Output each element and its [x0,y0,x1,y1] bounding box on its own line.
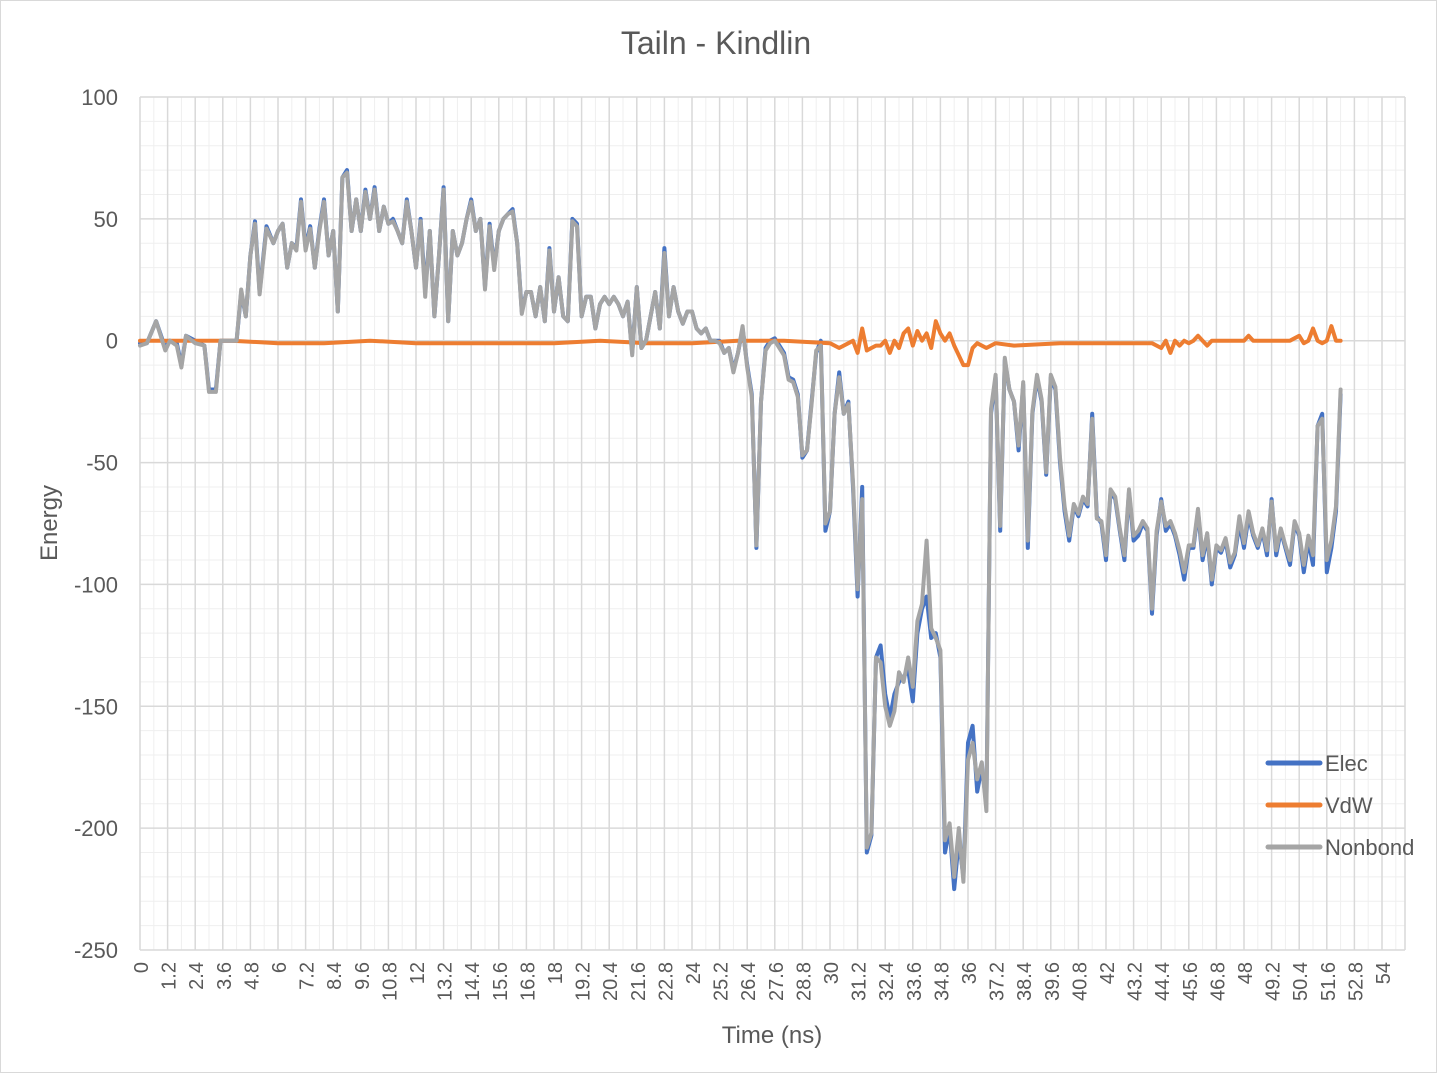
x-tick-label: 14.4 [462,962,484,1001]
x-tick-label: 26.4 [738,962,760,1001]
x-tick-label: 1.2 [159,962,181,990]
x-tick-label: 54 [1373,962,1395,984]
y-tick-label: 50 [94,207,118,232]
x-tick-label: 46.8 [1207,962,1229,1001]
x-tick-label: 49.2 [1263,962,1285,1001]
y-tick-label: -200 [74,816,118,841]
x-axis-label: Time (ns) [722,1022,822,1049]
x-tick-label: 12 [407,962,429,984]
y-axis-label: Energy [36,485,63,561]
x-tick-label: 25.2 [711,962,733,1001]
x-tick-label: 13.2 [435,962,457,1001]
y-axis-tick-labels: 100 50 0 -50 -100 -150 -200 -250 [74,85,118,963]
x-tick-label: 21.6 [628,962,650,1001]
x-tick-label: 43.2 [1125,962,1147,1001]
legend: Elec VdW Nonbond [1265,751,1414,860]
x-tick-label: 0 [131,962,153,973]
x-tick-label: 32.4 [876,962,898,1001]
x-tick-label: 9.6 [352,962,374,990]
chart-title: Tailn - Kindlin [621,25,811,61]
x-tick-label: 2.4 [186,962,208,990]
x-tick-label: 50.4 [1290,962,1312,1001]
legend-label-nonbond: Nonbond [1325,835,1414,860]
y-tick-label: 100 [81,85,118,110]
x-tick-label: 45.6 [1180,962,1202,1001]
x-tick-label: 52.8 [1345,962,1367,1001]
x-tick-label: 20.4 [600,962,622,1001]
x-tick-label: 36 [959,962,981,984]
x-tick-label: 33.6 [904,962,926,1001]
series-line-nonbond [138,170,1343,884]
legend-label-vdw: VdW [1325,793,1373,818]
x-tick-label: 16.8 [517,962,539,1001]
y-tick-label: 0 [106,329,118,354]
x-tick-label: 44.4 [1152,962,1174,1001]
x-tick-label: 31.2 [849,962,871,1001]
x-tick-label: 24 [683,962,705,984]
legend-label-elec: Elec [1325,751,1368,776]
x-tick-label: 34.8 [931,962,953,1001]
x-tick-label: 27.6 [766,962,788,1001]
x-tick-label: 3.6 [214,962,236,990]
y-tick-label: -150 [74,694,118,719]
x-tick-label: 7.2 [297,962,319,990]
x-tick-label: 15.6 [490,962,512,1001]
x-tick-label: 18 [545,962,567,984]
x-tick-label: 30 [821,962,843,984]
x-tick-label: 28.8 [793,962,815,1001]
x-tick-label: 42 [1097,962,1119,984]
x-tick-label: 22.8 [655,962,677,1001]
x-tick-label: 19.2 [573,962,595,1001]
x-tick-label: 51.6 [1318,962,1340,1001]
x-tick-label: 38.4 [1014,962,1036,1001]
x-axis-tick-labels: 0 1.2 2.4 3.6 4.8 6 7.2 8.4 9.6 10.8 12 13.2 14.4 15.… [131,962,1395,1001]
x-tick-label: 4.8 [241,962,263,990]
x-tick-label: 10.8 [379,962,401,1001]
y-tick-label: -250 [74,938,118,963]
x-tick-label: 48 [1235,962,1257,984]
y-tick-label: -100 [74,572,118,597]
x-tick-label: 40.8 [1069,962,1091,1001]
x-tick-label: 39.6 [1042,962,1064,1001]
x-tick-label: 8.4 [324,962,346,990]
x-tick-label: 6 [269,962,291,973]
y-tick-label: -50 [86,451,118,476]
series-lines [138,168,1343,892]
x-tick-label: 37.2 [987,962,1009,1001]
